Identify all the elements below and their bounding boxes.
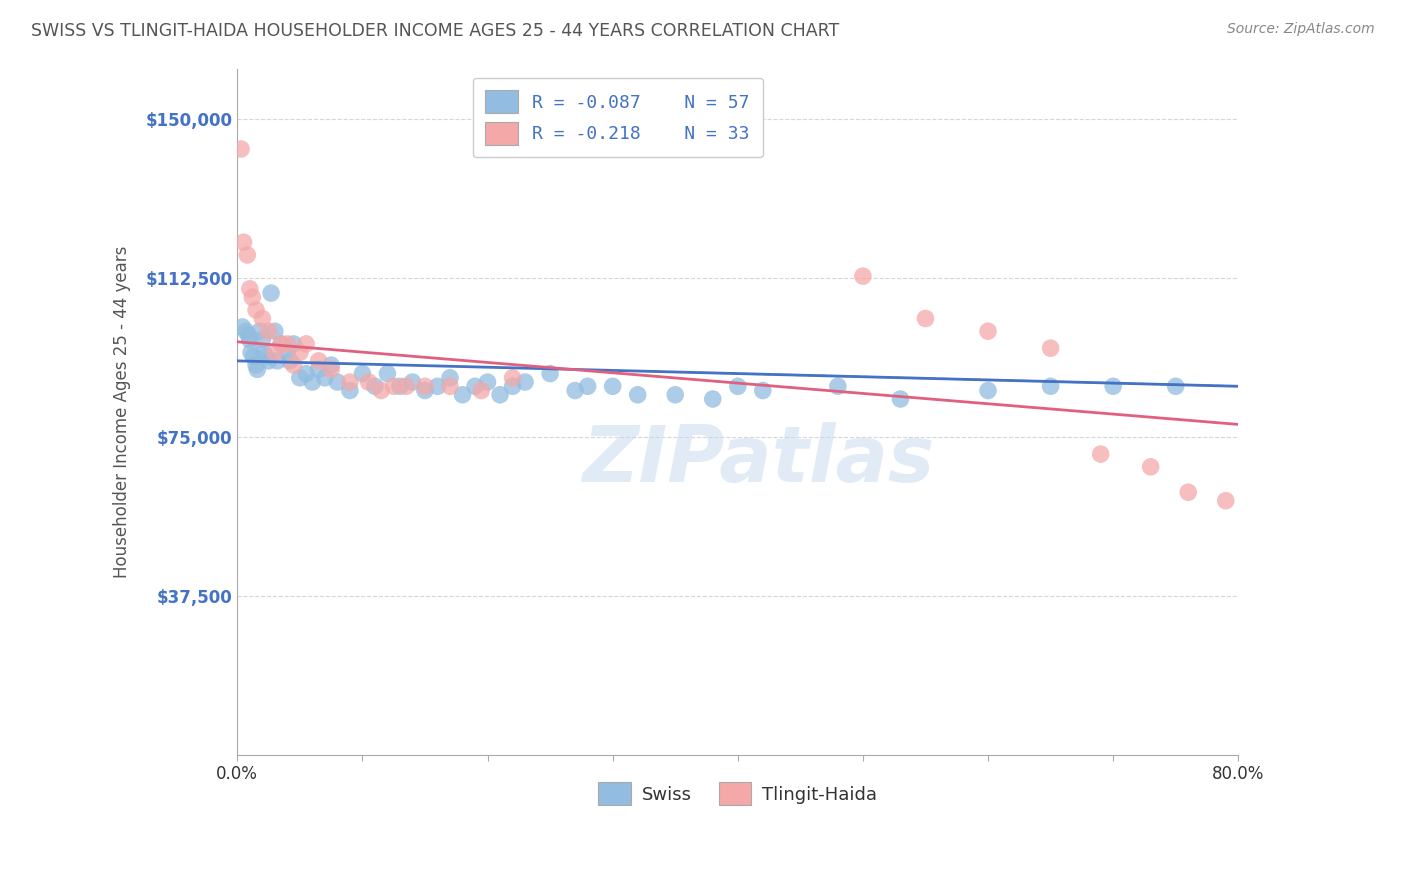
Point: [288, 345, 311, 359]
Point: [339, 384, 361, 398]
Point: [370, 384, 392, 398]
Point: [464, 379, 486, 393]
Point: [254, 350, 277, 364]
Point: [321, 362, 343, 376]
Point: [242, 350, 264, 364]
Point: [235, 324, 257, 338]
Point: [477, 375, 499, 389]
Point: [314, 371, 336, 385]
Point: [439, 379, 461, 393]
Point: [257, 354, 280, 368]
Point: [1039, 379, 1062, 393]
Point: [260, 286, 283, 301]
Point: [238, 328, 260, 343]
Point: [357, 375, 380, 389]
Point: [413, 384, 436, 398]
Legend: Swiss, Tlingit-Haida: Swiss, Tlingit-Haida: [589, 773, 886, 814]
Point: [295, 337, 318, 351]
Point: [288, 371, 311, 385]
Point: [752, 384, 775, 398]
Point: [470, 384, 492, 398]
Point: [439, 371, 461, 385]
Point: [229, 142, 252, 156]
Point: [827, 379, 849, 393]
Point: [239, 333, 262, 347]
Point: [352, 367, 374, 381]
Point: [401, 375, 423, 389]
Point: [339, 375, 361, 389]
Point: [377, 367, 399, 381]
Point: [270, 337, 292, 351]
Point: [1139, 459, 1161, 474]
Point: [295, 367, 318, 381]
Point: [489, 388, 512, 402]
Point: [1102, 379, 1125, 393]
Point: [502, 371, 524, 385]
Point: [502, 379, 524, 393]
Point: [388, 379, 411, 393]
Point: [977, 324, 1000, 338]
Point: [283, 358, 305, 372]
Point: [252, 333, 274, 347]
Point: [246, 362, 269, 376]
Point: [276, 337, 298, 351]
Point: [252, 345, 274, 359]
Point: [270, 337, 292, 351]
Point: [727, 379, 749, 393]
Point: [576, 379, 599, 393]
Point: [395, 379, 418, 393]
Point: [1177, 485, 1199, 500]
Point: [1164, 379, 1187, 393]
Point: [308, 362, 330, 376]
Point: [602, 379, 624, 393]
Point: [627, 388, 650, 402]
Point: [245, 358, 267, 372]
Point: [538, 367, 561, 381]
Point: [513, 375, 536, 389]
Point: [451, 388, 474, 402]
Point: [1039, 341, 1062, 355]
Point: [1090, 447, 1112, 461]
Point: [257, 324, 280, 338]
Point: [977, 384, 1000, 398]
Point: [914, 311, 936, 326]
Point: [1215, 493, 1237, 508]
Text: Source: ZipAtlas.com: Source: ZipAtlas.com: [1227, 22, 1375, 37]
Point: [252, 311, 274, 326]
Point: [276, 345, 298, 359]
Point: [240, 345, 263, 359]
Point: [889, 392, 911, 406]
Point: [232, 235, 254, 250]
Text: ZIPatlas: ZIPatlas: [582, 422, 934, 498]
Point: [413, 379, 436, 393]
Point: [382, 379, 405, 393]
Point: [852, 269, 875, 284]
Point: [245, 303, 267, 318]
Text: SWISS VS TLINGIT-HAIDA HOUSEHOLDER INCOME AGES 25 - 44 YEARS CORRELATION CHART: SWISS VS TLINGIT-HAIDA HOUSEHOLDER INCOM…: [31, 22, 839, 40]
Point: [249, 324, 271, 338]
Point: [301, 375, 323, 389]
Y-axis label: Householder Income Ages 25 - 44 years: Householder Income Ages 25 - 44 years: [114, 245, 131, 578]
Point: [263, 345, 285, 359]
Point: [364, 379, 387, 393]
Point: [239, 282, 262, 296]
Point: [308, 354, 330, 368]
Point: [231, 320, 253, 334]
Point: [236, 248, 259, 262]
Point: [426, 379, 449, 393]
Point: [664, 388, 686, 402]
Point: [263, 324, 285, 338]
Point: [321, 358, 343, 372]
Point: [266, 354, 288, 368]
Point: [564, 384, 586, 398]
Point: [702, 392, 724, 406]
Point: [326, 375, 349, 389]
Point: [278, 354, 301, 368]
Point: [240, 290, 263, 304]
Point: [283, 337, 305, 351]
